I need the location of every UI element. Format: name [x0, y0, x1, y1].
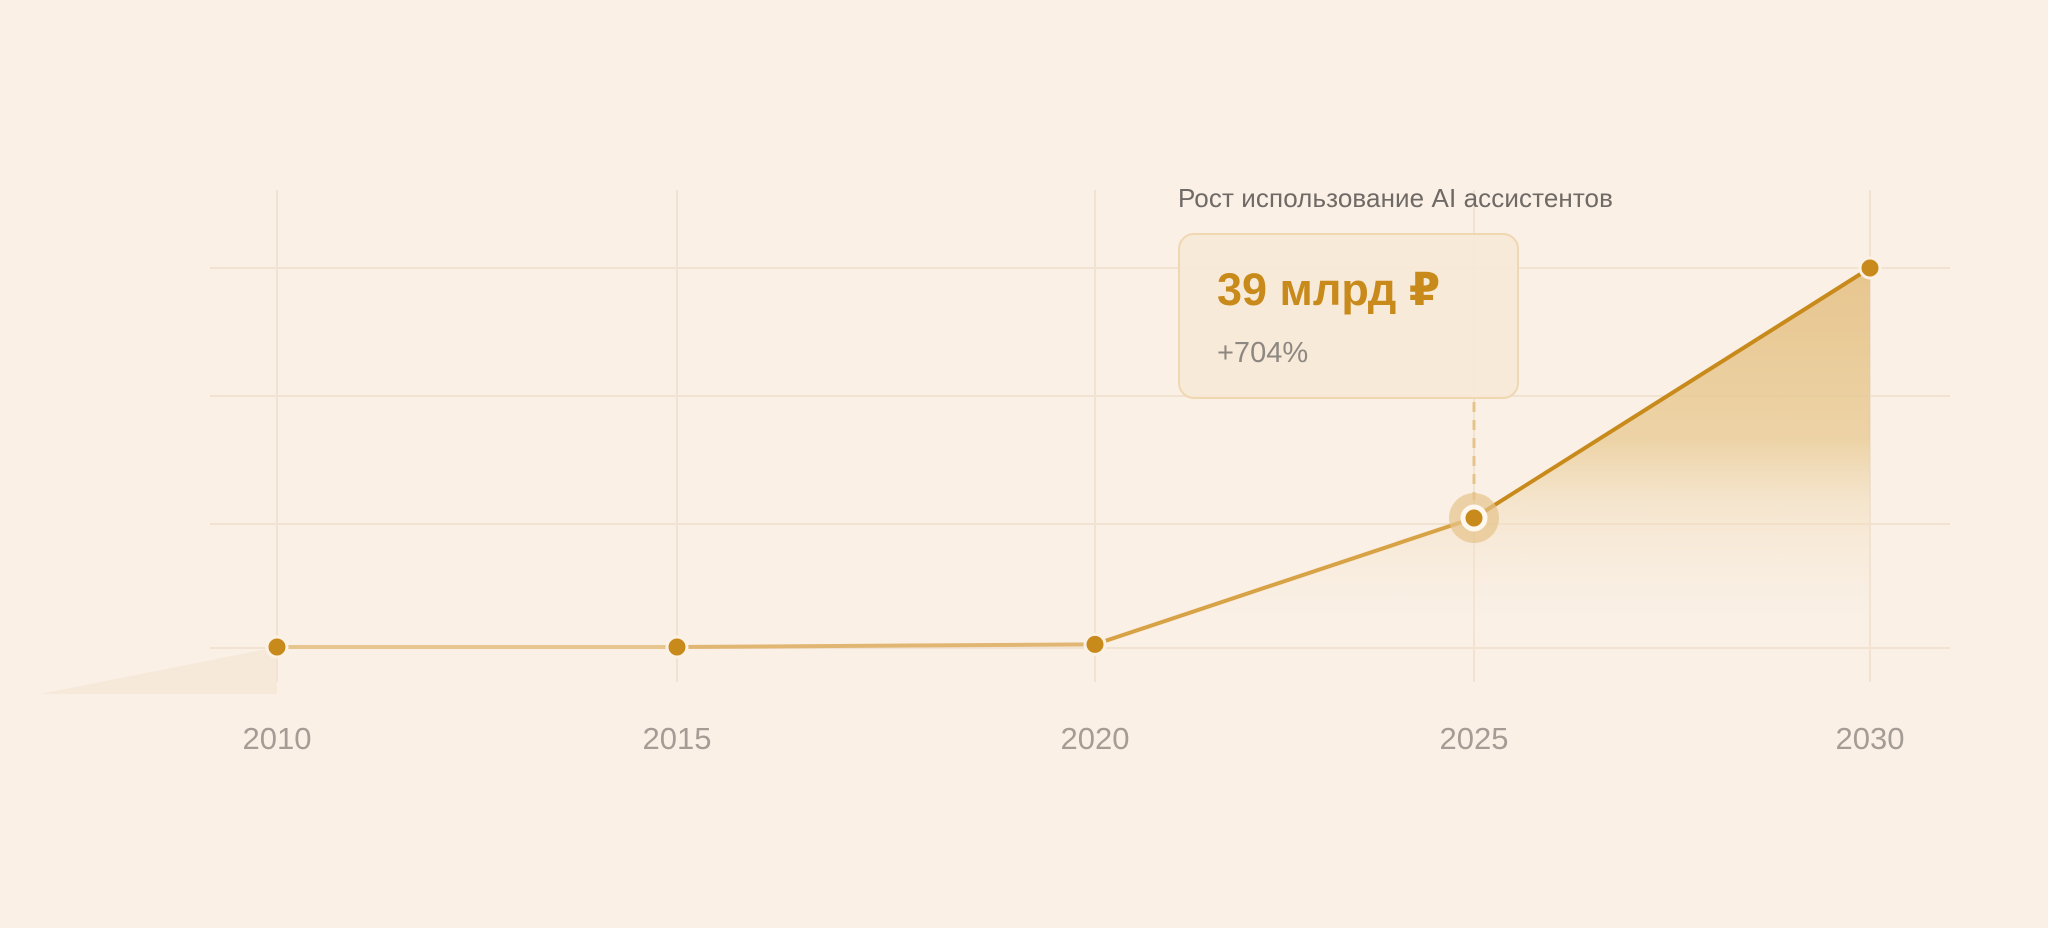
value-callout: 39 млрд ₽ +704%	[1178, 233, 1519, 399]
point-layer	[265, 256, 1882, 659]
series-line-segment	[1093, 516, 1476, 647]
callout-value: 39 млрд ₽	[1217, 264, 1441, 315]
x-tick-label: 2020	[1061, 721, 1130, 756]
annotation-title: Рост использование AI ассистентов	[1178, 183, 1614, 213]
data-point	[1858, 256, 1882, 280]
data-point	[265, 635, 289, 659]
left-tail-fill	[40, 647, 277, 694]
tick-layer: 2010 2015 2020 2025 2030	[243, 721, 1905, 756]
line-layer	[275, 266, 1872, 649]
data-point	[1460, 504, 1488, 532]
series-line-segment	[675, 642, 1097, 649]
x-tick-label: 2010	[243, 721, 312, 756]
x-tick-label: 2015	[643, 721, 712, 756]
x-tick-label: 2025	[1440, 721, 1509, 756]
data-point	[665, 635, 689, 659]
callout-change: +704%	[1217, 337, 1309, 369]
series-line-segment	[1472, 266, 1872, 520]
area-fill	[277, 268, 1870, 648]
data-point	[1083, 632, 1107, 656]
area-layer	[40, 268, 1870, 694]
x-tick-label: 2030	[1836, 721, 1905, 756]
